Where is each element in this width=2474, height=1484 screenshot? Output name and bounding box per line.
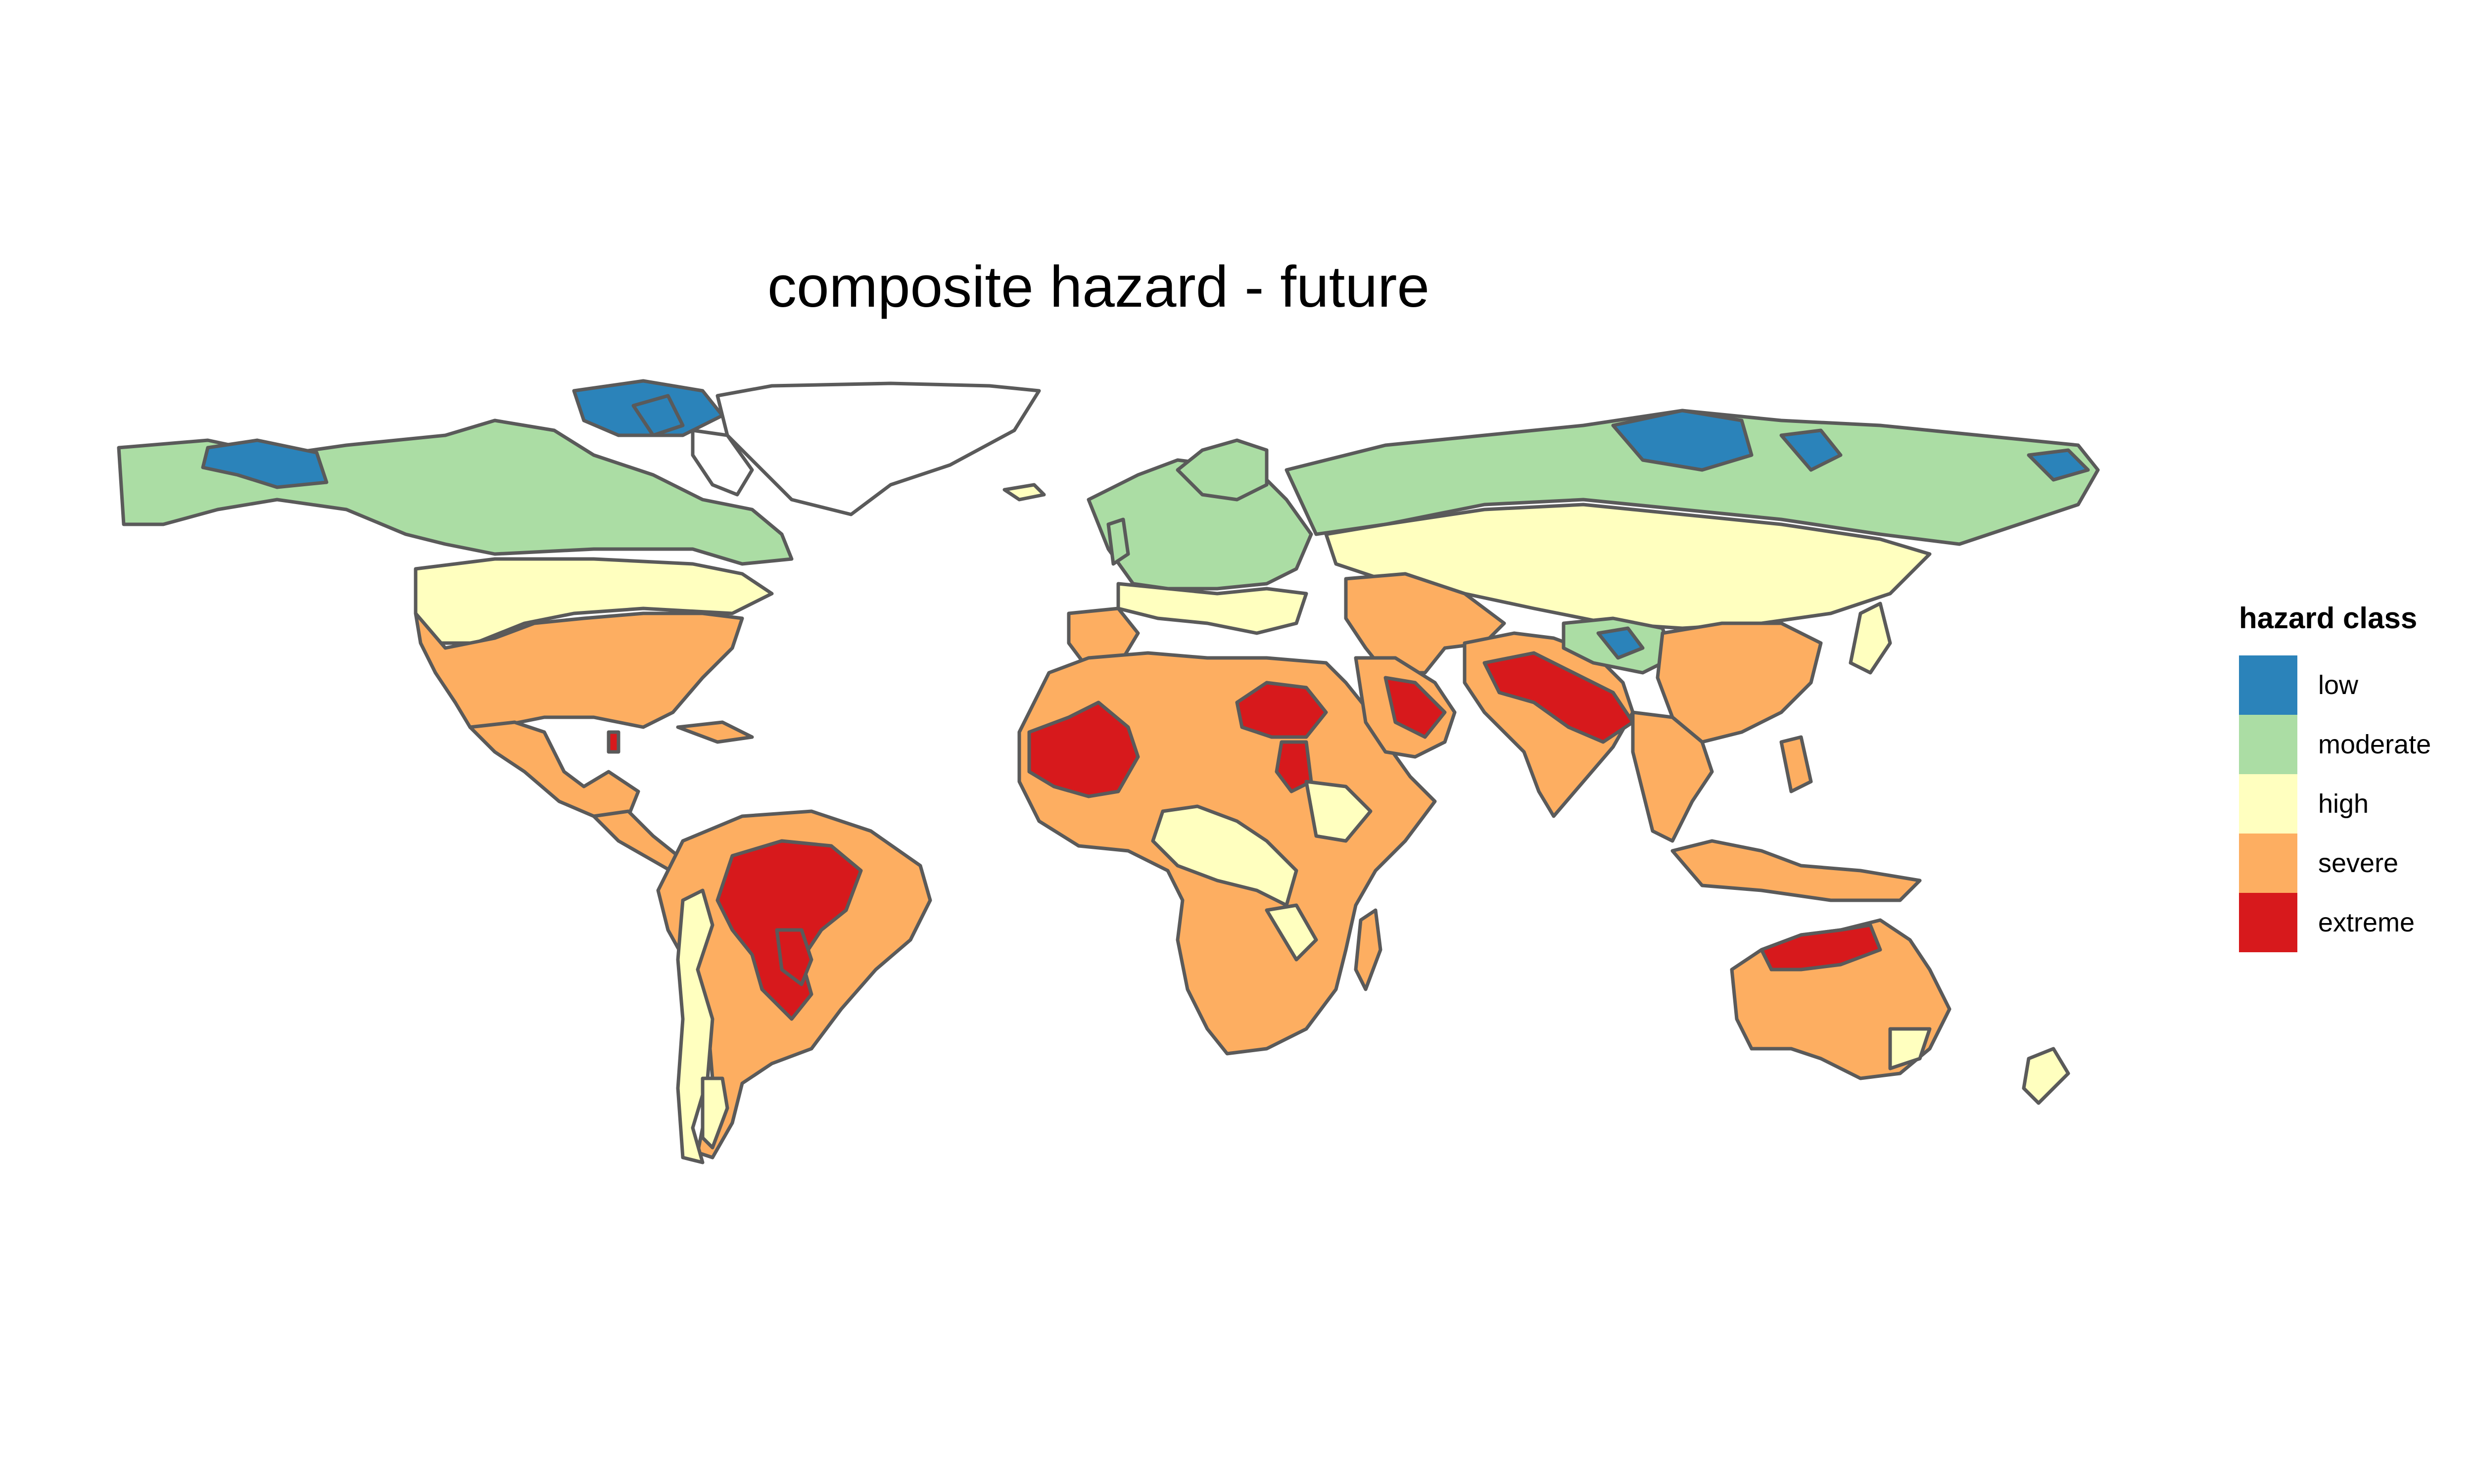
region-east-africa-high: [1304, 780, 1373, 843]
region-na-low: [201, 438, 329, 489]
region-china-severe: [1656, 621, 1823, 744]
region-madagascar: [1354, 908, 1382, 991]
region-greenland: [715, 381, 1041, 516]
region-siberia-low: [1611, 409, 1754, 472]
legend-item-extreme: extreme: [2239, 893, 2431, 952]
region-far-east-low: [2027, 448, 2090, 482]
legend-item-moderate: moderate: [2239, 715, 2431, 774]
legend-label-extreme: extreme: [2318, 908, 2415, 937]
region-arabia-extreme: [1383, 676, 1447, 739]
legend-item-high: high: [2239, 774, 2431, 834]
legend-item-severe: severe: [2239, 834, 2431, 893]
asia: [1285, 409, 2100, 902]
region-cuba: [676, 720, 754, 744]
region-sa-high-south: [701, 1076, 729, 1150]
legend-label-severe: severe: [2318, 848, 2399, 878]
region-australia-high: [1888, 1027, 1932, 1070]
legend-item-low: low: [2239, 655, 2431, 715]
region-iceland: [1002, 483, 1046, 502]
map-title: composite hazard - future: [767, 254, 1429, 320]
region-tibet-low: [1596, 626, 1645, 660]
region-mexico-severe: [468, 720, 640, 818]
legend-key-moderate: [2239, 715, 2297, 774]
south-america: [656, 809, 932, 1164]
legend: hazard class low moderate high severe ex…: [2239, 601, 2431, 952]
region-chaco-extreme: [775, 928, 813, 986]
region-east-siberia-low: [1779, 428, 1843, 472]
oceania: [1730, 918, 2070, 1105]
region-scandinavia-moderate: [1176, 438, 1269, 502]
region-central-america-extreme: [607, 730, 620, 754]
region-sa-high-west: [676, 888, 714, 1164]
legend-label-high: high: [2318, 789, 2369, 819]
region-se-asia-severe: [1631, 710, 1714, 843]
region-philippines: [1779, 735, 1813, 793]
legend-key-extreme: [2239, 893, 2297, 952]
region-greenland-low: [631, 394, 685, 437]
africa: [1017, 651, 1437, 1056]
region-baffin: [691, 428, 754, 497]
legend-label-low: low: [2318, 670, 2359, 700]
legend-title: hazard class: [2239, 602, 2418, 635]
region-indonesia-severe: [1670, 839, 1922, 902]
region-new-zealand: [2022, 1047, 2070, 1105]
region-uk: [1106, 517, 1130, 566]
region-middle-east-severe: [1344, 572, 1506, 675]
legend-label-moderate: moderate: [2318, 730, 2431, 759]
region-usa-severe: [414, 611, 744, 729]
europe: [1002, 438, 1313, 665]
legend-key-severe: [2239, 834, 2297, 893]
region-australia-extreme: [1760, 923, 1882, 972]
legend-key-low: [2239, 655, 2297, 715]
region-japan: [1849, 602, 1892, 675]
north-america: [117, 379, 1041, 882]
region-russia-moderate: [1285, 409, 2100, 546]
region-sudan-extreme: [1275, 740, 1313, 793]
region-na-moderate: [117, 418, 794, 566]
region-libya-egypt-extreme: [1235, 681, 1328, 739]
region-india-extreme: [1482, 651, 1635, 744]
region-europe-high: [1116, 582, 1308, 635]
legend-key-high: [2239, 774, 2297, 834]
region-southern-africa-high: [1265, 903, 1318, 962]
region-sahel-extreme: [1027, 700, 1140, 798]
